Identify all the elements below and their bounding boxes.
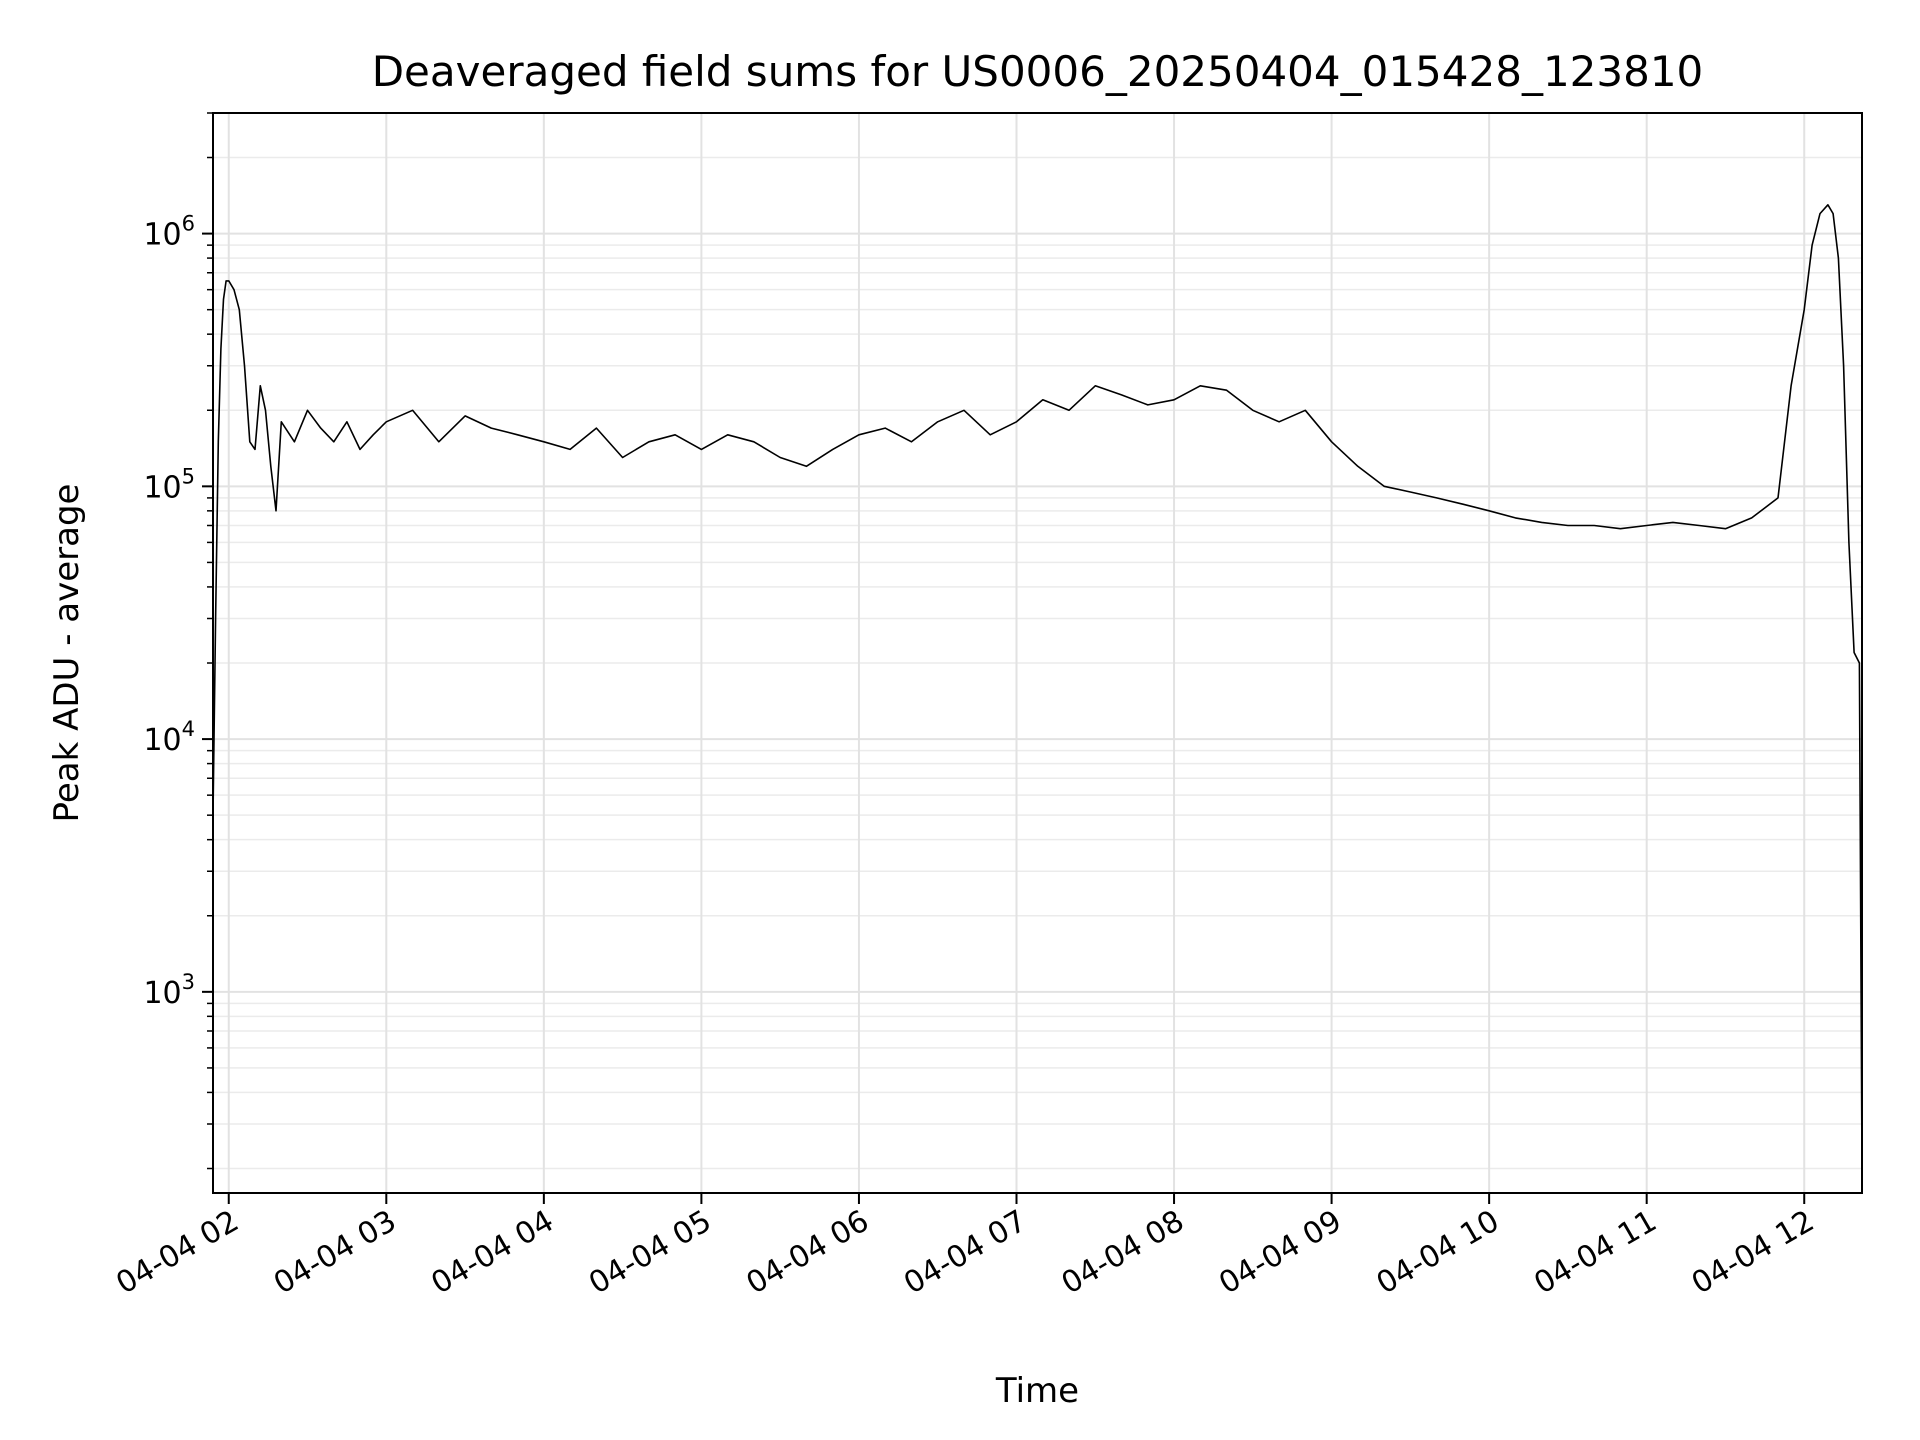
plot-frame (212, 112, 1863, 1194)
y-tick-label: 103 (143, 970, 195, 1011)
y-tick-label: 104 (143, 717, 195, 758)
x-axis-title: Time (995, 1371, 1079, 1411)
chart-title: Deaveraged field sums for US0006_2025040… (372, 47, 1704, 96)
y-ticks: 103 104 105 106 (143, 112, 213, 1170)
series-line (212, 204, 1863, 1169)
series-group (212, 204, 1863, 1169)
y-tick-label: 106 (143, 212, 195, 253)
y-tick-label: 105 (143, 464, 195, 505)
gridlines (213, 112, 1862, 1193)
y-axis-title: Peak ADU - average (47, 484, 87, 823)
